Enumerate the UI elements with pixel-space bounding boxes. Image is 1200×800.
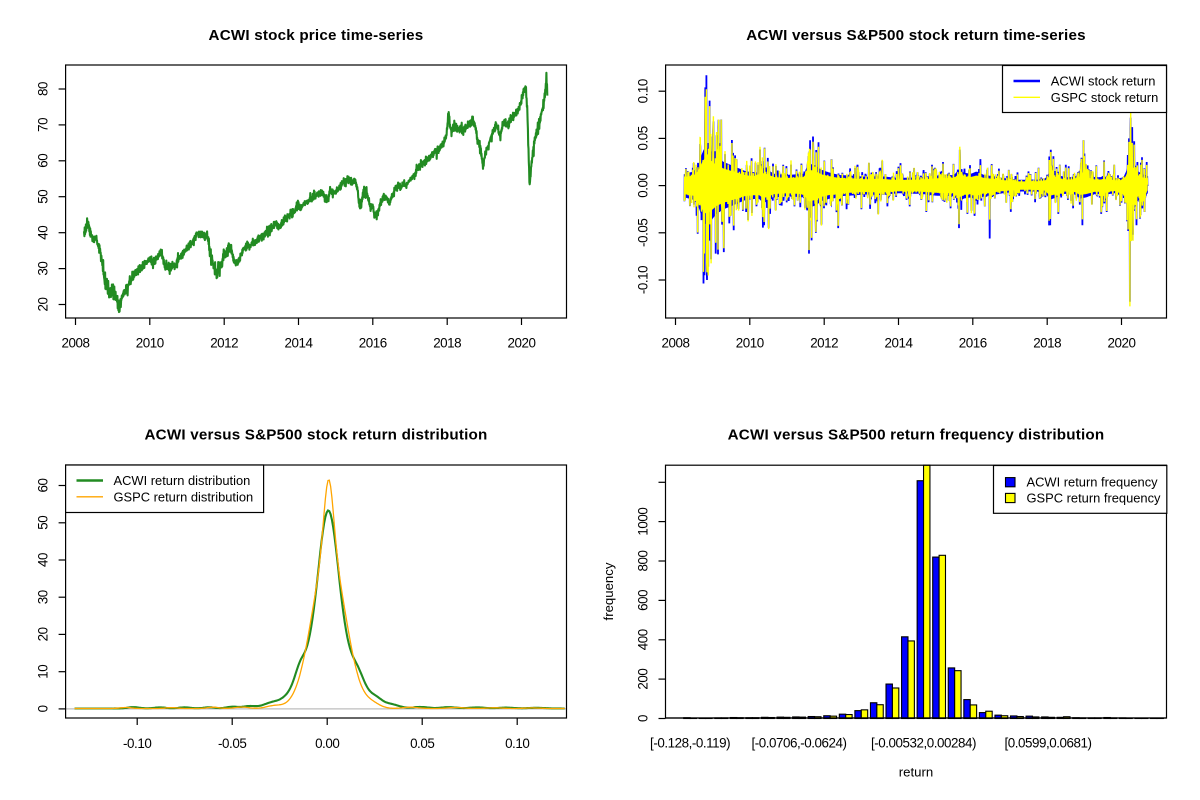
svg-text:2016: 2016: [359, 336, 387, 351]
svg-text:0.05: 0.05: [636, 126, 651, 150]
svg-text:[-0.128,-0.119): [-0.128,-0.119): [650, 736, 730, 751]
svg-text:600: 600: [636, 590, 651, 611]
svg-text:frequency: frequency: [601, 562, 616, 620]
svg-text:0.05: 0.05: [410, 736, 434, 751]
svg-text:2014: 2014: [885, 336, 914, 351]
svg-text:ACWI stock return: ACWI stock return: [1051, 74, 1156, 89]
svg-text:70: 70: [36, 118, 51, 132]
svg-text:ACWI versus S&P500 stock retur: ACWI versus S&P500 stock return time-ser…: [746, 27, 1085, 44]
svg-text:-0.05: -0.05: [636, 219, 651, 247]
svg-text:2010: 2010: [736, 336, 764, 351]
svg-text:40: 40: [36, 226, 51, 240]
svg-text:60: 60: [36, 154, 51, 168]
svg-text:80: 80: [36, 82, 51, 96]
svg-text:1000: 1000: [636, 508, 651, 536]
svg-text:[-0.00532,0.00284): [-0.00532,0.00284): [871, 736, 976, 751]
svg-text:2020: 2020: [1108, 336, 1136, 351]
svg-text:2016: 2016: [959, 336, 987, 351]
svg-text:30: 30: [36, 590, 51, 604]
svg-text:GSPC stock return: GSPC stock return: [1051, 90, 1158, 105]
svg-text:ACWI stock price time-series: ACWI stock price time-series: [209, 27, 424, 44]
svg-text:GSPC return frequency: GSPC return frequency: [1027, 490, 1162, 505]
svg-text:0: 0: [36, 705, 51, 712]
svg-text:-0.10: -0.10: [636, 266, 651, 294]
svg-text:-0.05: -0.05: [218, 736, 246, 751]
svg-text:2014: 2014: [285, 336, 314, 351]
svg-text:0.00: 0.00: [315, 736, 339, 751]
svg-text:10: 10: [36, 665, 51, 679]
svg-text:ACWI versus S&P500 return freq: ACWI versus S&P500 return frequency dist…: [728, 427, 1105, 444]
svg-text:2008: 2008: [662, 336, 690, 351]
svg-text:0: 0: [636, 715, 651, 722]
svg-text:40: 40: [36, 553, 51, 567]
svg-text:50: 50: [36, 516, 51, 530]
svg-text:20: 20: [36, 298, 51, 312]
svg-text:2012: 2012: [810, 336, 838, 351]
svg-text:[-0.0706,-0.0624): [-0.0706,-0.0624): [751, 736, 846, 751]
svg-text:GSPC return distribution: GSPC return distribution: [114, 489, 254, 504]
svg-text:[0.0599,0.0681): [0.0599,0.0681): [1004, 736, 1091, 751]
svg-text:-0.10: -0.10: [123, 736, 151, 751]
svg-text:400: 400: [636, 629, 651, 650]
svg-text:return: return: [899, 764, 933, 779]
svg-text:20: 20: [36, 627, 51, 641]
svg-text:2012: 2012: [210, 336, 238, 351]
svg-text:0.10: 0.10: [636, 79, 651, 103]
svg-text:800: 800: [636, 551, 651, 572]
svg-text:ACWI return distribution: ACWI return distribution: [114, 473, 251, 488]
svg-text:ACWI return frequency: ACWI return frequency: [1027, 474, 1159, 489]
svg-text:0.00: 0.00: [636, 173, 651, 197]
svg-text:60: 60: [36, 479, 51, 493]
svg-text:200: 200: [636, 669, 651, 690]
svg-text:2010: 2010: [136, 336, 164, 351]
svg-text:ACWI versus S&P500 stock retur: ACWI versus S&P500 stock return distribu…: [145, 427, 488, 444]
svg-text:50: 50: [36, 190, 51, 204]
svg-text:2008: 2008: [62, 336, 90, 351]
svg-text:2018: 2018: [1033, 336, 1061, 351]
svg-text:0.10: 0.10: [505, 736, 529, 751]
svg-text:2018: 2018: [433, 336, 461, 351]
svg-text:30: 30: [36, 262, 51, 276]
svg-text:2020: 2020: [508, 336, 536, 351]
